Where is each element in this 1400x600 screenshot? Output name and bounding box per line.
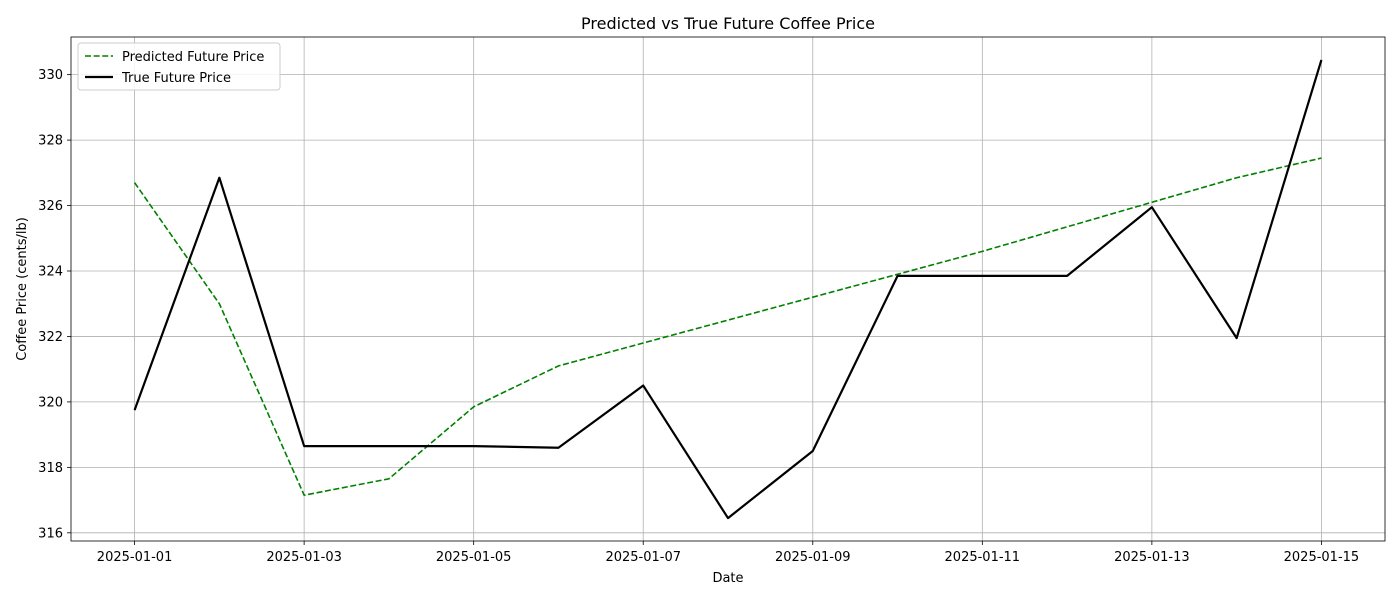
x-tick-label: 2025-01-05 xyxy=(436,550,512,565)
chart-title: Predicted vs True Future Coffee Price xyxy=(581,14,875,33)
x-axis: 2025-01-01 2025-01-03 2025-01-05 2025-01-07… xyxy=(97,541,1359,565)
series-line-predicted xyxy=(133,157,1322,496)
legend-box xyxy=(77,42,281,91)
plot-area-frame xyxy=(70,36,1386,542)
x-axis-title: Date xyxy=(712,571,743,586)
legend-label: True Future Price xyxy=(121,71,231,86)
y-axis: 316 318 320 322 324 326 328 330 xyxy=(38,68,71,541)
x-tick-label: 2025-01-07 xyxy=(605,550,681,565)
y-tick-label: 330 xyxy=(38,68,63,83)
x-tick-label: 2025-01-09 xyxy=(775,550,851,565)
y-tick-label: 324 xyxy=(38,265,63,280)
x-tick-label: 2025-01-11 xyxy=(945,550,1021,565)
legend-label: Predicted Future Price xyxy=(122,50,264,65)
x-tick-label: 2025-01-01 xyxy=(97,550,173,565)
x-tick-label: 2025-01-13 xyxy=(1114,550,1190,565)
series-layer xyxy=(133,59,1323,520)
x-tick-label: 2025-01-03 xyxy=(266,550,342,565)
y-tick-label: 328 xyxy=(38,134,63,149)
legend: Predicted Future Price True Future Price xyxy=(77,42,281,91)
y-tick-label: 326 xyxy=(38,199,63,214)
y-tick-label: 320 xyxy=(38,395,63,410)
grid xyxy=(71,37,1385,541)
y-axis-title: Coffee Price (cents/lb) xyxy=(15,217,30,361)
y-tick-label: 316 xyxy=(38,526,63,541)
y-tick-label: 322 xyxy=(38,330,63,345)
x-tick-label: 2025-01-15 xyxy=(1284,550,1360,565)
y-tick-label: 318 xyxy=(38,461,63,476)
